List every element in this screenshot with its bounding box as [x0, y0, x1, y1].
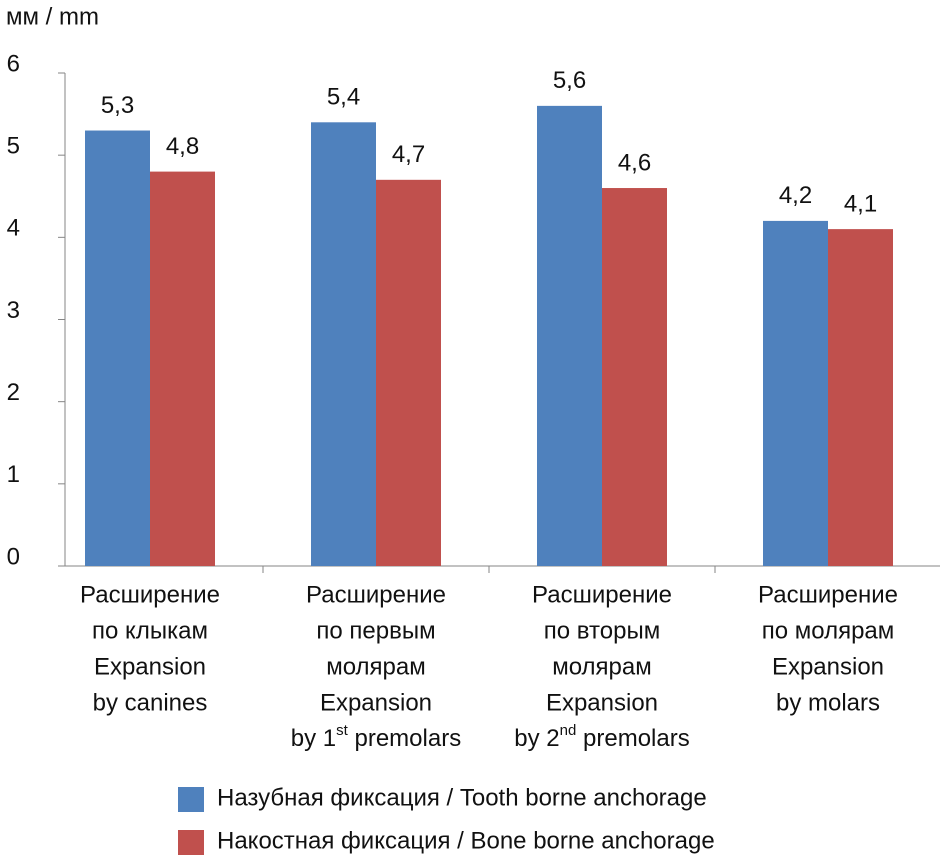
legend-swatch [178, 830, 204, 855]
x-tick-label: Expansion [320, 689, 432, 716]
x-tick-label: by canines [93, 689, 208, 716]
x-tick-label: Расширение [80, 581, 220, 608]
value-label: 5,6 [553, 67, 586, 94]
legend-label: Накостная фиксация / Bone borne anchorag… [217, 827, 715, 854]
value-label: 4,1 [844, 190, 877, 217]
x-tick-label: молярам [326, 653, 426, 680]
y-tick-label: 3 [7, 297, 20, 324]
x-tick-label: Расширение [758, 581, 898, 608]
x-tick-label: by 1st premolars [291, 722, 461, 752]
x-tick-label: Expansion [94, 653, 206, 680]
y-tick-label: 4 [7, 215, 20, 242]
y-tick-label: 5 [7, 133, 20, 160]
x-tick-label: по молярам [762, 617, 895, 644]
x-tick-label: молярам [552, 653, 652, 680]
y-tick-label: 6 [7, 50, 20, 77]
bar [376, 179, 441, 567]
x-tick-label: по первым [316, 617, 435, 644]
bar [602, 188, 667, 567]
value-label: 4,6 [618, 149, 651, 176]
legend-label: Назубная фиксация / Tooth borne anchorag… [217, 784, 707, 811]
value-label: 4,8 [166, 133, 199, 160]
x-tick-label: по клыкам [92, 617, 208, 644]
bar [311, 122, 376, 567]
bar [150, 171, 215, 566]
legend-swatch [178, 787, 204, 812]
bar [537, 105, 602, 566]
x-tick-label: Expansion [546, 689, 658, 716]
value-label: 4,2 [779, 182, 812, 209]
bar [828, 229, 893, 566]
bar [85, 130, 150, 566]
x-tick-label: by molars [776, 689, 880, 716]
y-axis-label: мм / mm [6, 3, 99, 30]
x-tick-label: Расширение [532, 581, 672, 608]
bar [763, 220, 828, 566]
value-label: 5,3 [101, 92, 134, 119]
value-label: 4,7 [392, 141, 425, 168]
x-tick-label: by 2nd premolars [514, 722, 689, 752]
y-tick-label: 2 [7, 379, 20, 406]
y-tick-label: 0 [7, 543, 20, 570]
x-tick-label: Расширение [306, 581, 446, 608]
x-tick-label: Expansion [772, 653, 884, 680]
x-tick-label: по вторым [544, 617, 660, 644]
value-label: 5,4 [327, 84, 360, 111]
y-tick-label: 1 [7, 461, 20, 488]
